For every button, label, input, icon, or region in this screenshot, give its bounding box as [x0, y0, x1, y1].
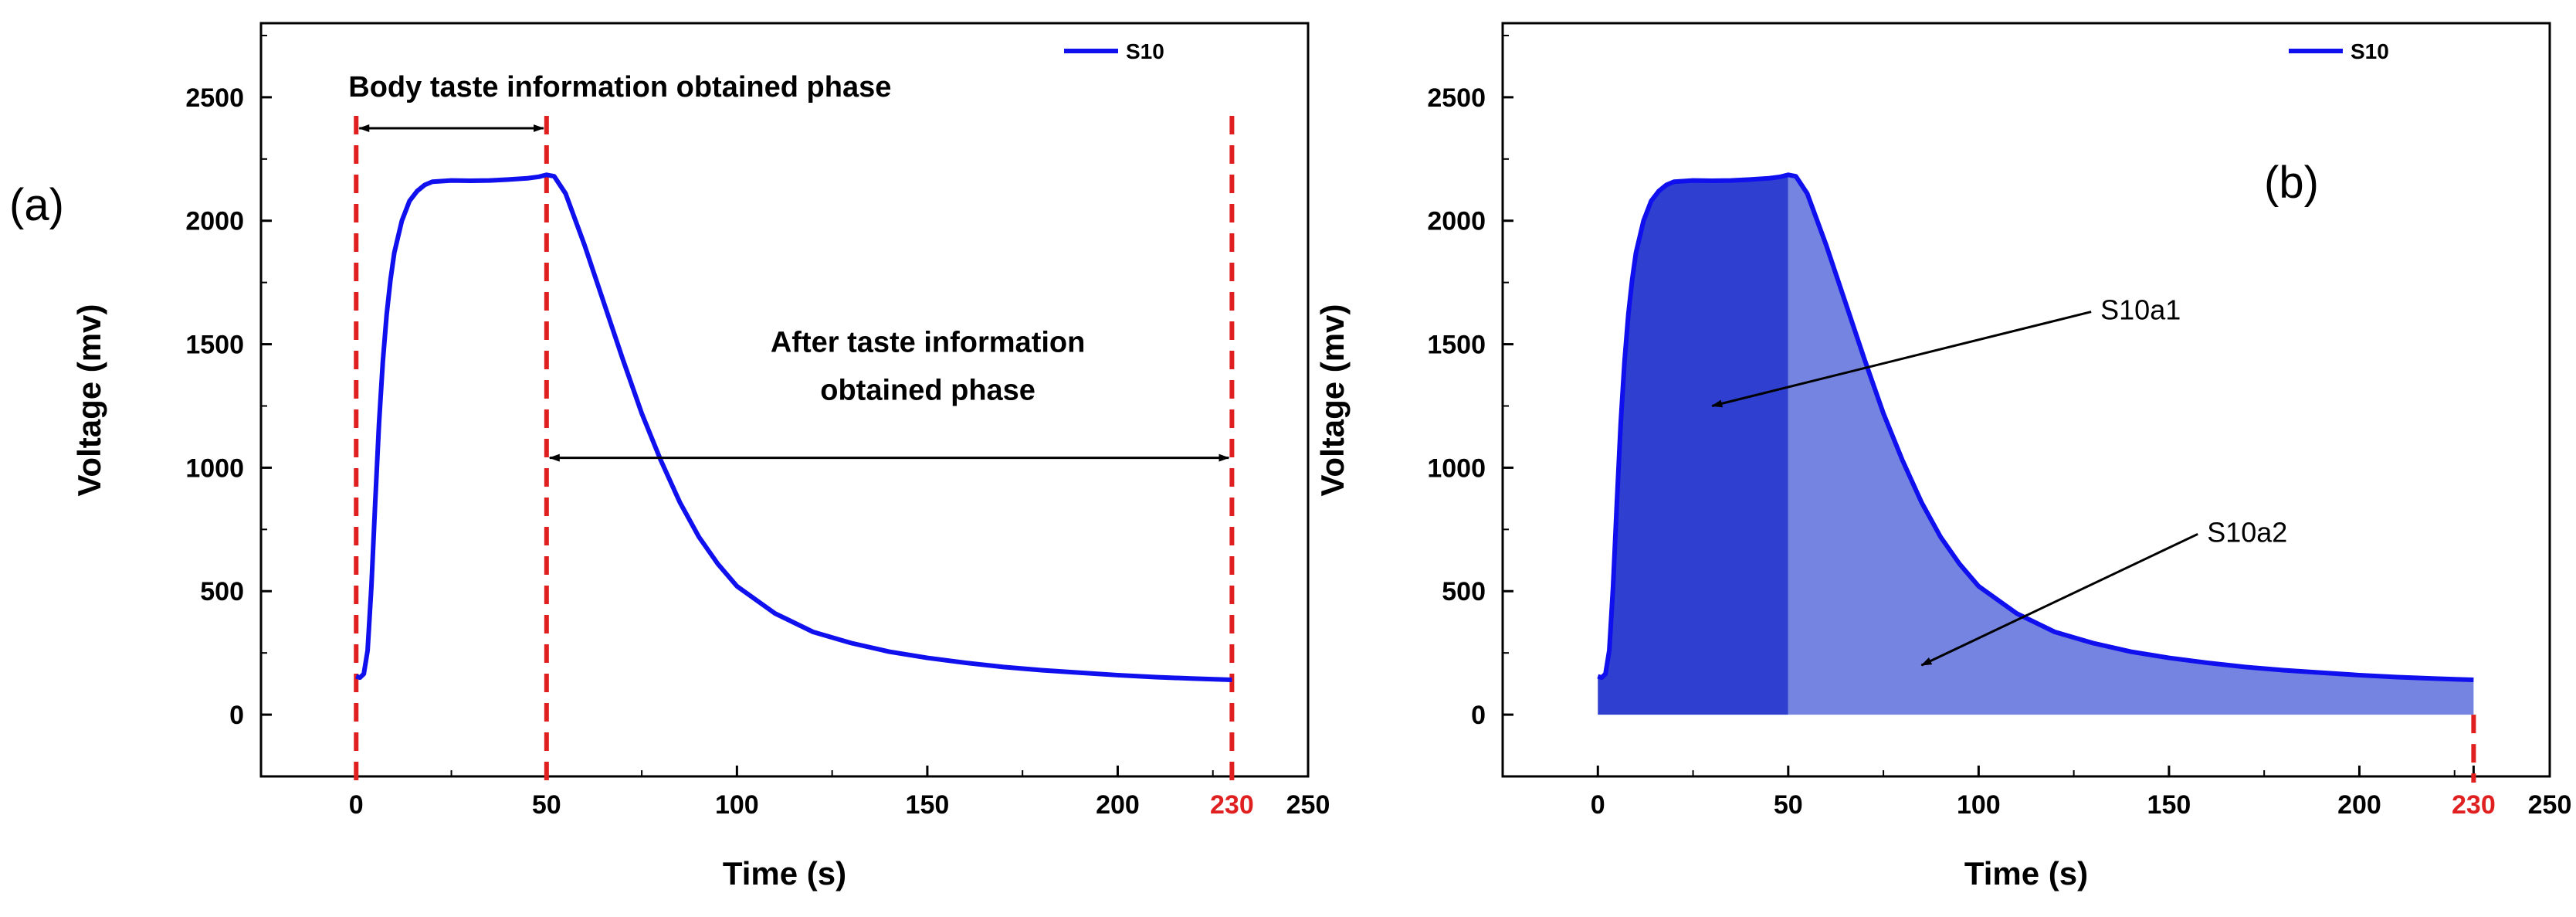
x-tick-label: 150 [906, 790, 950, 820]
y-tick-label: 0 [229, 701, 244, 730]
y-tick-label: 1000 [1427, 453, 1486, 483]
x-tick-label: 50 [1774, 790, 1803, 820]
x-tick-label: 230 [1210, 790, 1254, 820]
x-tick-label: 150 [2147, 790, 2191, 820]
region-label-s10a1: S10a1 [2100, 294, 2181, 326]
annotation-after-phase-line: obtained phase [820, 375, 1035, 407]
region-arrow-s10a1 [1711, 311, 2092, 408]
panel-b: (b) 0 50 100 150 200 230 250050010001500200025… [1314, 22, 2572, 892]
legend-label: S10 [1126, 39, 1164, 63]
area-region-s10a1 [1598, 175, 1788, 715]
panel-a: (a) 0 50 100 150 200 230 250050010001500200025… [9, 22, 1330, 892]
x-tick-label: 200 [1096, 790, 1140, 820]
x-tick-label: 200 [2337, 790, 2381, 820]
series-line-s10 [355, 172, 1232, 683]
x-tick-label: 100 [1957, 790, 2001, 820]
y-tick-label: 1500 [1427, 331, 1486, 360]
x-tick-label: 250 [1286, 790, 1330, 820]
plot-frame-b [1501, 22, 2551, 778]
area-region-s10a2 [1788, 175, 2474, 715]
y-tick-label: 2500 [1427, 83, 1486, 113]
y-tick-label: 2000 [1427, 207, 1486, 236]
series-line-s10 [1597, 172, 2474, 683]
x-tick-label: 0 [1591, 790, 1605, 820]
y-tick-label: 500 [1442, 577, 1486, 606]
y-tick-label: 0 [1471, 701, 1486, 730]
y-tick-label: 500 [200, 577, 244, 606]
annotation-body-phase: Body taste information obtained phase [348, 71, 891, 104]
y-axis-title-b: Voltage (mv) [1314, 304, 1351, 497]
x-tick-label: 0 [349, 790, 364, 820]
x-axis-title-a: Time (s) [723, 855, 846, 892]
y-tick-label: 1500 [185, 331, 244, 360]
legend-label: S10 [2351, 39, 2389, 63]
annotation-after-phase-line: After taste information [771, 327, 1085, 359]
x-tick-label: 230 [2452, 790, 2496, 820]
x-tick-label: 100 [715, 790, 759, 820]
region-label-s10a2: S10a2 [2207, 516, 2287, 548]
x-tick-label: 50 [532, 790, 561, 820]
y-tick-label: 1000 [185, 453, 244, 483]
plot-frame-a [259, 22, 1310, 778]
x-tick-label: 250 [2528, 790, 2572, 820]
y-tick-label: 2500 [185, 83, 244, 113]
y-axis-title-a: Voltage (mv) [71, 304, 107, 497]
region-arrow-s10a2 [1920, 532, 2198, 667]
y-tick-label: 2000 [185, 207, 244, 236]
x-axis-title-b: Time (s) [1964, 855, 2088, 892]
panel-label-b: (b) [2264, 158, 2319, 208]
panel-label-a: (a) [9, 180, 64, 230]
